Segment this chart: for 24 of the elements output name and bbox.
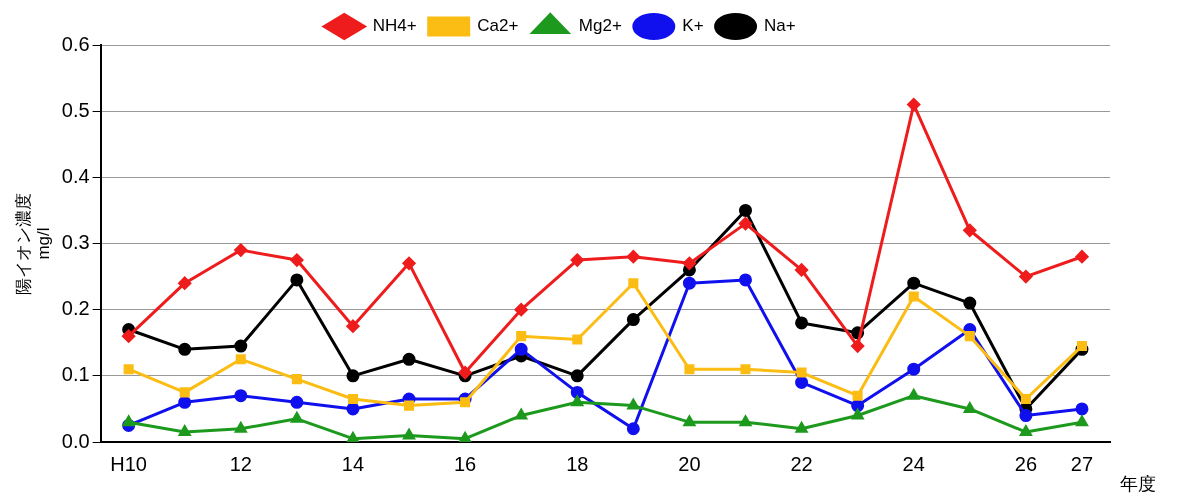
y-tick-label: 0.6 [61, 32, 90, 55]
legend-label: NH4+ [372, 16, 417, 36]
y-tick-label: 0.1 [61, 363, 90, 386]
y-tick-label: 0.0 [61, 429, 90, 452]
legend-label: K+ [682, 16, 704, 36]
legend-label: Ca2+ [477, 16, 519, 36]
legend-label: Na+ [764, 16, 796, 36]
y-axis-title: 陽イオン濃度 mg/l [13, 192, 54, 295]
x-tick-label: 14 [341, 452, 365, 475]
y-tick-label: 0.2 [61, 297, 90, 320]
x-tick-label: H10 [110, 452, 147, 475]
y-tick-label: 0.4 [61, 164, 90, 187]
x-tick-label: 12 [229, 452, 252, 475]
x-tick-label: 26 [1014, 452, 1038, 475]
x-tick-label: 22 [790, 452, 813, 475]
x-tick-label: 20 [678, 452, 701, 475]
y-tick-label: 0.5 [61, 98, 90, 121]
legend-label: Mg2+ [578, 16, 622, 36]
x-tick-label: 24 [902, 452, 925, 475]
x-tick-label: 18 [566, 452, 589, 475]
y-tick-label: 0.3 [61, 231, 90, 254]
x-tick-label: 27 [1070, 452, 1094, 475]
x-axis-title: 年度 [1120, 473, 1156, 494]
x-tick-label: 16 [453, 452, 477, 475]
